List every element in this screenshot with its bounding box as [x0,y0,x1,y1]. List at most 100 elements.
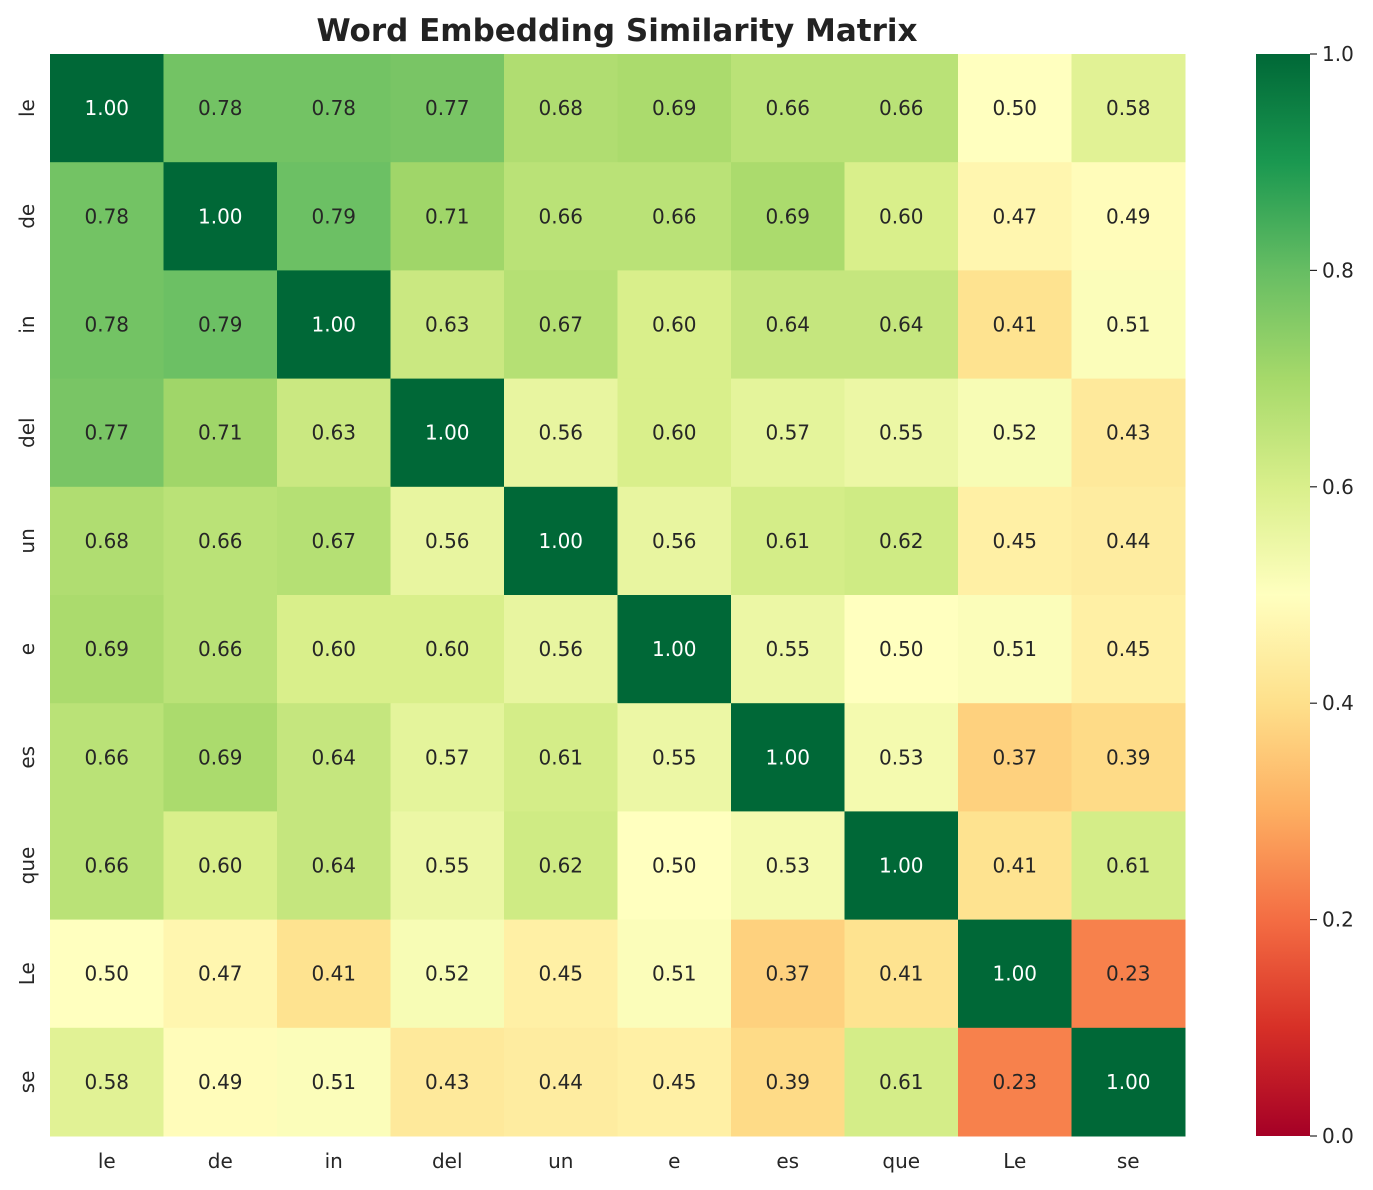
heatmap-cell [844,54,959,163]
x-axis: le de in del un e es que Le se [98,1149,1140,1173]
cell-value-label: 0.53 [879,745,924,769]
cell-value-label: 0.43 [1106,421,1151,445]
cell-value-label: 1.00 [765,745,810,769]
y-tick-label: le [15,99,39,117]
cell-value-label: 1.00 [198,204,243,228]
cell-value-label: 1.00 [311,313,356,337]
heatmap-cell [50,54,164,163]
heatmap-cell [277,811,391,921]
cell-value-label: 0.66 [538,204,583,228]
cell-value-label: 0.60 [652,313,697,337]
cell-value-label: 1.00 [425,421,470,445]
heatmap-cell [731,919,845,1029]
cell-value-label: 0.55 [652,745,697,769]
heatmap-cell [617,811,732,921]
heatmap-cell [277,595,391,704]
colorbar-tick-label: 0.2 [1322,908,1354,932]
heatmap-cell [50,595,164,704]
cell-value-label: 0.45 [1106,637,1151,661]
heatmap-cell [277,486,391,596]
cell-value-label: 0.61 [538,745,583,769]
heatmap-cell [504,162,618,271]
cell-value-label: 1.00 [652,637,697,661]
cell-value-label: 0.66 [879,96,924,120]
cell-value-label: 0.79 [198,313,243,337]
heatmap-cell [731,1027,845,1137]
cell-value-label: 0.41 [879,962,924,986]
x-tick-label: le [98,1149,116,1173]
y-tick-label: e [15,643,39,655]
cell-value-label: 0.68 [84,529,129,553]
cell-value-label: 0.41 [992,854,1037,878]
heatmap-cell [50,703,164,812]
heatmap-cell [617,54,732,163]
heatmap-cell [617,270,732,380]
heatmap-cell [504,54,618,163]
cell-value-label: 0.66 [652,204,697,228]
cell-value-label: 0.67 [538,313,583,337]
cell-value-label: 0.52 [425,962,470,986]
cell-value-label: 1.00 [84,96,129,120]
heatmap-cell [617,919,732,1029]
heatmap-cell [731,811,845,921]
cell-value-label: 0.52 [992,421,1037,445]
heatmap-cell [617,486,732,596]
heatmap-cell [277,378,391,488]
heatmap-cell [277,54,391,163]
heatmap-cell [844,486,959,596]
x-tick-label: es [776,1149,799,1173]
x-tick-label: que [882,1149,920,1173]
heatmap-cell [958,1027,1072,1137]
cell-value-label: 0.67 [311,529,356,553]
heatmap-cell [844,162,959,271]
heatmap-cell [163,703,278,812]
colorbar: 0.0 0.2 0.4 0.6 0.8 1.0 [1256,42,1354,1148]
cell-value-label: 0.69 [198,745,243,769]
heatmap-cell [504,378,618,488]
cell-value-label: 0.43 [425,1070,470,1094]
y-tick-label: se [15,1071,39,1094]
cell-value-label: 0.23 [992,1070,1037,1094]
heatmap-cell [163,919,278,1029]
heatmap-cell [1071,595,1186,704]
heatmap-cell [50,1027,164,1137]
cell-value-label: 0.66 [84,854,129,878]
heatmap-cell [844,919,959,1029]
cell-value-label: 0.60 [879,204,924,228]
chart-title: Word Embedding Similarity Matrix [316,13,917,49]
heatmap-cell [390,486,505,596]
cell-value-label: 0.45 [652,1070,697,1094]
heatmap-cell [1071,811,1186,921]
cell-value-label: 0.61 [1106,854,1151,878]
cell-value-label: 0.64 [311,854,356,878]
colorbar-tick-label: 0.8 [1322,258,1354,282]
x-tick-label: Le [1003,1149,1026,1173]
heatmap-cell [958,811,1072,921]
heatmap-cell [504,270,618,380]
y-tick-label: del [15,417,39,448]
heatmap-cell [390,703,505,812]
heatmap-cell [731,486,845,596]
heatmap-cell [504,703,618,812]
heatmap-cell [390,595,505,704]
heatmap-cell [958,595,1072,704]
heatmap-cell [958,162,1072,271]
cell-value-label: 0.78 [311,96,356,120]
cell-value-label: 1.00 [992,962,1037,986]
heatmap-cell [163,1027,278,1137]
cell-value-label: 0.37 [765,962,810,986]
cell-value-label: 0.78 [198,96,243,120]
cell-value-label: 0.64 [311,745,356,769]
x-tick-label: se [1117,1149,1140,1173]
cell-value-label: 0.50 [652,854,697,878]
heatmap-cell [844,1027,959,1137]
cell-value-label: 0.60 [652,421,697,445]
y-tick-label: de [15,204,39,229]
cell-value-label: 0.58 [84,1070,129,1094]
cell-value-label: 0.45 [538,962,583,986]
cell-value-label: 0.69 [84,637,129,661]
heatmap-cell [958,919,1072,1029]
cell-value-label: 0.78 [84,204,129,228]
heatmap-cell [163,595,278,704]
